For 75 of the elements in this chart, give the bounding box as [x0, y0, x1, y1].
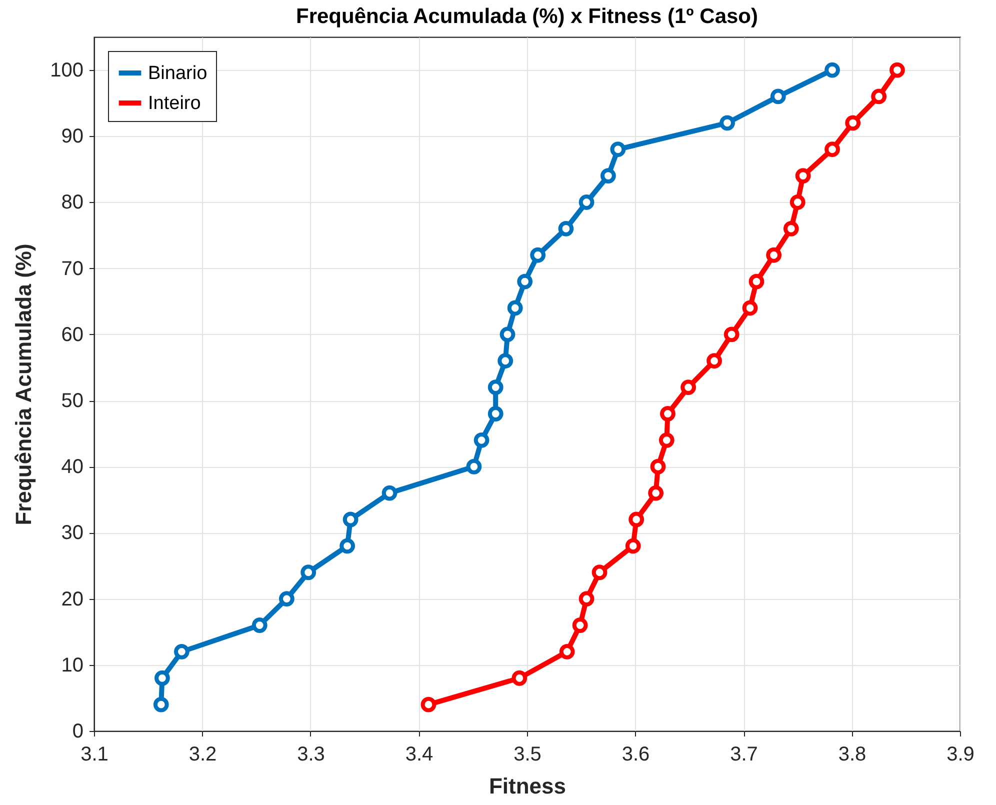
point	[466, 458, 482, 474]
point	[650, 458, 666, 474]
point	[530, 247, 546, 263]
point	[766, 247, 782, 263]
point	[153, 696, 169, 712]
point	[558, 220, 574, 236]
chart-title: Frequência Acumulada (%) x Fitness (1º Caso)	[296, 5, 758, 28]
point	[572, 618, 588, 633]
point	[498, 353, 514, 369]
point	[610, 142, 626, 158]
point	[845, 115, 861, 131]
point	[890, 62, 905, 78]
point	[500, 326, 516, 342]
y-tick-label: 60	[61, 324, 84, 346]
x-tick-label: 3.4	[405, 744, 434, 766]
x-tick-label: 3.1	[80, 744, 108, 766]
point	[625, 538, 641, 554]
y-tick-label: 40	[61, 456, 84, 478]
point	[578, 194, 594, 210]
point	[628, 512, 644, 528]
y-tick-label: 50	[61, 390, 84, 412]
x-tick-label: 3.9	[946, 744, 974, 766]
x-tick-label: 3.2	[188, 744, 217, 766]
point	[790, 194, 806, 210]
point	[154, 670, 170, 686]
point	[578, 591, 594, 606]
point	[783, 220, 799, 236]
y-tick-label: 100	[50, 60, 84, 82]
point	[720, 115, 735, 131]
point	[680, 380, 696, 395]
point	[342, 512, 358, 528]
point	[724, 326, 740, 342]
y-tick-label: 80	[61, 192, 84, 214]
y-tick-label: 10	[61, 654, 84, 676]
point	[559, 644, 575, 660]
legend-label: Binario	[148, 63, 208, 84]
point	[706, 353, 722, 369]
point	[278, 591, 294, 606]
y-tick-label: 90	[61, 126, 84, 148]
x-tick-label: 3.5	[514, 744, 542, 766]
y-tick-label: 70	[61, 258, 84, 280]
y-tick-label: 30	[61, 522, 84, 544]
y-axis-title: Frequência Acumulada (%)	[11, 244, 36, 526]
x-tick-label: 3.3	[297, 744, 325, 766]
point	[648, 485, 664, 501]
y-tick-label: 0	[72, 720, 84, 742]
point	[824, 62, 840, 78]
point	[420, 696, 436, 712]
point	[795, 168, 811, 184]
point	[252, 618, 268, 633]
x-axis-title: Fitness	[488, 774, 566, 798]
x-tick-label: 3.8	[838, 744, 866, 766]
point	[592, 564, 608, 580]
point	[871, 88, 887, 104]
point	[748, 274, 764, 290]
point	[382, 485, 398, 501]
point	[660, 406, 676, 422]
point	[824, 142, 840, 158]
x-tick-label: 3.6	[622, 744, 650, 766]
point	[507, 300, 523, 316]
point	[474, 432, 490, 448]
point	[742, 300, 758, 316]
x-tick-label: 3.7	[730, 744, 758, 766]
point	[517, 274, 533, 290]
point	[600, 168, 616, 184]
point	[658, 432, 674, 448]
point	[488, 380, 504, 395]
y-tick-label: 20	[61, 588, 84, 610]
point	[340, 538, 356, 554]
point	[770, 88, 786, 104]
legend-label: Inteiro	[148, 93, 201, 114]
point	[174, 644, 190, 660]
point	[300, 564, 316, 580]
point	[512, 670, 528, 686]
point	[488, 406, 504, 422]
